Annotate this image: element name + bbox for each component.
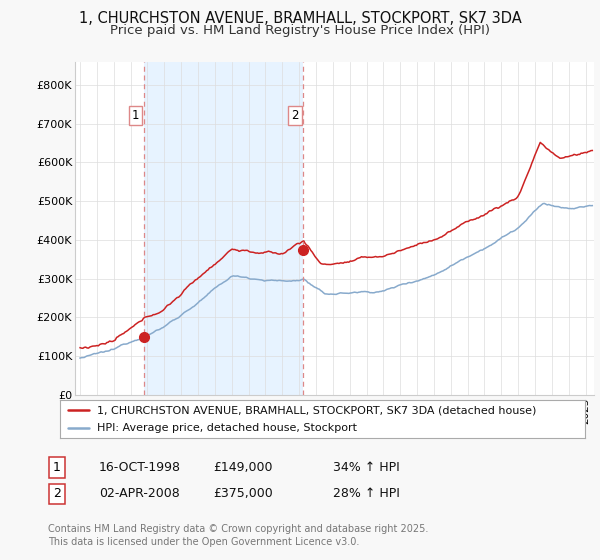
Text: 1, CHURCHSTON AVENUE, BRAMHALL, STOCKPORT, SK7 3DA (detached house): 1, CHURCHSTON AVENUE, BRAMHALL, STOCKPOR… xyxy=(97,405,536,415)
Text: 2: 2 xyxy=(53,487,61,501)
Text: 1: 1 xyxy=(53,461,61,474)
Text: Price paid vs. HM Land Registry's House Price Index (HPI): Price paid vs. HM Land Registry's House … xyxy=(110,24,490,36)
Text: 28% ↑ HPI: 28% ↑ HPI xyxy=(333,487,400,501)
Text: HPI: Average price, detached house, Stockport: HPI: Average price, detached house, Stoc… xyxy=(97,423,357,433)
Text: 16-OCT-1998: 16-OCT-1998 xyxy=(99,461,181,474)
Text: 02-APR-2008: 02-APR-2008 xyxy=(99,487,180,501)
Text: 1, CHURCHSTON AVENUE, BRAMHALL, STOCKPORT, SK7 3DA: 1, CHURCHSTON AVENUE, BRAMHALL, STOCKPOR… xyxy=(79,11,521,26)
Bar xyxy=(144,62,304,395)
Text: Contains HM Land Registry data © Crown copyright and database right 2025.
This d: Contains HM Land Registry data © Crown c… xyxy=(48,524,428,547)
Text: 34% ↑ HPI: 34% ↑ HPI xyxy=(333,461,400,474)
Text: 1: 1 xyxy=(132,109,139,122)
Text: 2: 2 xyxy=(291,109,299,122)
Text: £149,000: £149,000 xyxy=(213,461,272,474)
Text: £375,000: £375,000 xyxy=(213,487,273,501)
